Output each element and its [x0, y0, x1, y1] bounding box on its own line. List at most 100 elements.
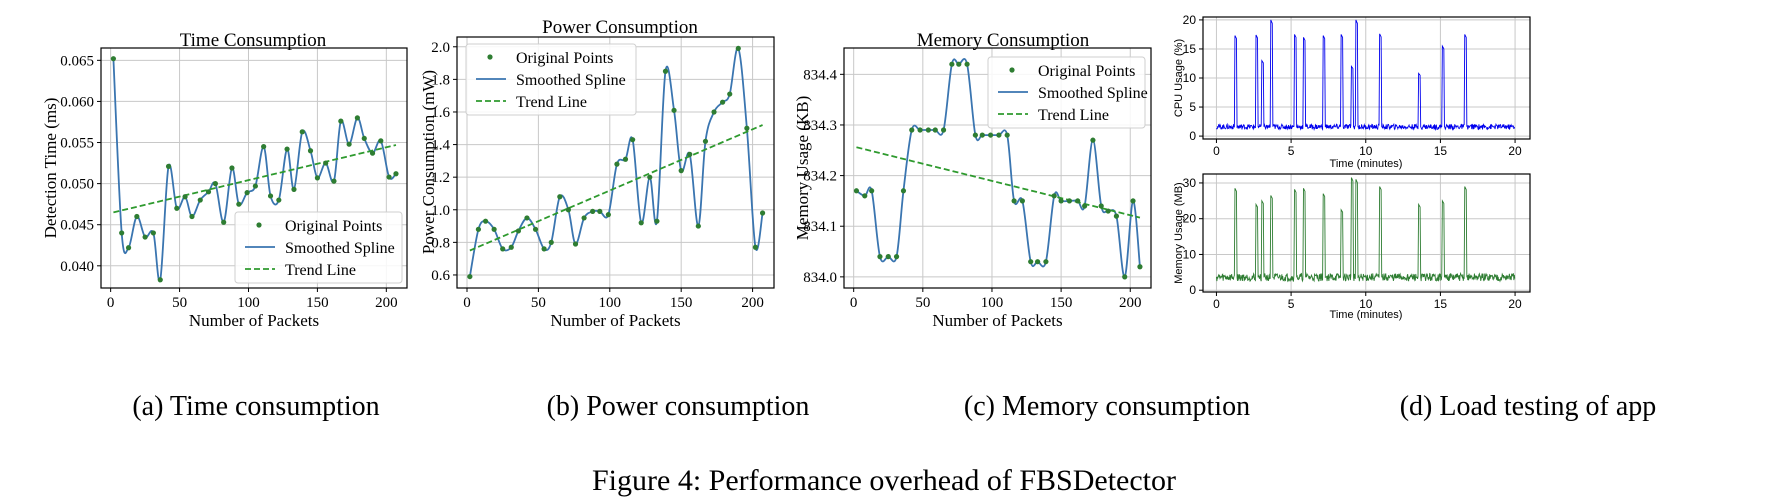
y-axis-label: CPU Usage (%) — [1173, 39, 1185, 117]
figure-caption: Figure 4: Performance overhead of FBSDet… — [592, 464, 1176, 497]
data-point — [165, 163, 172, 169]
y-tick-label: 20 — [1183, 13, 1197, 27]
data-point — [1113, 213, 1120, 219]
x-tick-label: 50 — [531, 295, 546, 311]
y-tick-label: 10 — [1183, 71, 1197, 85]
y-tick-label: 0 — [1189, 283, 1196, 297]
data-point — [972, 132, 978, 138]
data-point — [110, 56, 117, 62]
y-tick-label: 834.3 — [803, 118, 837, 134]
data-point — [482, 218, 489, 224]
data-point — [862, 193, 868, 199]
legend-label: Smoothed Spline — [285, 240, 395, 257]
y-tick-label: 834.1 — [803, 219, 837, 235]
x-tick-label: 100 — [981, 295, 1004, 311]
y-axis-label: Memory Usage (MB) — [1173, 182, 1185, 283]
data-point — [541, 246, 547, 252]
data-point — [393, 171, 399, 177]
x-tick-label: 20 — [1508, 144, 1522, 158]
data-point — [752, 244, 759, 250]
data-point — [323, 160, 329, 166]
y-tick-label: 0.6 — [431, 268, 450, 284]
x-axis-label: Number of Packets — [550, 311, 680, 330]
data-point — [491, 226, 497, 232]
data-point — [1122, 274, 1128, 280]
data-point — [182, 194, 188, 200]
data-point — [869, 188, 875, 194]
x-axis-label: Number of Packets — [189, 311, 319, 330]
data-point — [979, 132, 985, 138]
chart-title: Time Consumption — [180, 30, 327, 51]
x-tick-label: 200 — [1119, 295, 1142, 311]
caption-d: (d) Load testing of app — [1400, 391, 1657, 422]
usage-trace-line — [1215, 177, 1516, 283]
legend-label: Smoothed Spline — [516, 72, 626, 89]
data-point — [900, 188, 907, 194]
x-tick-label: 150 — [1050, 295, 1073, 311]
chart-title: Memory Consumption — [917, 30, 1090, 51]
data-point — [307, 148, 314, 154]
data-point — [917, 127, 923, 133]
data-point — [885, 254, 891, 260]
x-tick-label: 0 — [107, 295, 115, 311]
data-point — [605, 212, 611, 218]
data-point — [221, 219, 227, 225]
x-axis-label: Time (minutes) — [1330, 309, 1403, 321]
plot-frame — [1202, 173, 1531, 293]
data-point — [727, 91, 733, 97]
data-point — [877, 254, 883, 260]
data-point — [276, 197, 282, 203]
chart-memory-usage-load: 0 5 10 15 20 0 10 20 30 Time (minutes) Memory Usag… — [1173, 173, 1531, 321]
chart-memory-consumption: 0 50 100 150 200 834.0 834.1 834.2 834.3 834.4 Mem… — [793, 30, 1152, 330]
data-point — [1082, 203, 1088, 209]
y-axis-label: Memory Usage (KB) — [793, 96, 812, 240]
legend-box — [465, 43, 637, 116]
legend-swatch-points — [1009, 67, 1015, 73]
data-point — [346, 141, 352, 147]
y-tick-label: 20 — [1183, 212, 1197, 226]
legend-label: Trend Line — [1038, 107, 1109, 124]
data-point — [932, 127, 938, 133]
data-point — [1035, 259, 1041, 265]
data-point — [189, 213, 195, 220]
x-tick-label: 0 — [850, 295, 858, 311]
data-point — [964, 61, 970, 67]
data-point — [236, 201, 242, 207]
plot-frame — [843, 47, 1152, 289]
chart-title: Power Consumption — [542, 17, 698, 38]
data-point — [229, 165, 235, 171]
caption-b: (b) Power consumption — [547, 391, 810, 422]
x-tick-label: 0 — [1213, 144, 1220, 158]
x-tick-label: 200 — [741, 295, 764, 311]
legend-box — [234, 211, 403, 284]
legend-label: Trend Line — [516, 94, 587, 111]
trend-line — [113, 144, 397, 214]
chart-cpu-usage: 0 5 10 15 20 0 5 10 15 20 Time (minutes) CPU Usage … — [1173, 13, 1531, 170]
data-point — [369, 150, 376, 156]
data-point — [1098, 203, 1104, 209]
data-point — [630, 137, 636, 143]
x-axis-label: Number of Packets — [932, 311, 1062, 330]
data-point — [1075, 198, 1081, 204]
data-point — [361, 135, 367, 142]
data-point — [1043, 259, 1049, 265]
data-point — [647, 174, 653, 180]
plot-frame — [1202, 16, 1531, 140]
y-axis-label: Power Consumption (mW) — [419, 70, 438, 254]
data-point — [557, 194, 563, 200]
y-tick-label: 30 — [1183, 176, 1197, 190]
plot-frame — [456, 36, 775, 289]
data-point — [1090, 137, 1096, 143]
data-point — [532, 226, 539, 232]
data-point — [702, 138, 709, 144]
x-tick-label: 150 — [670, 295, 693, 311]
x-tick-label: 50 — [172, 295, 187, 311]
legend-label: Original Points — [1038, 63, 1135, 80]
y-tick-label: 1.8 — [431, 72, 450, 88]
legend-label: Smoothed Spline — [1038, 85, 1148, 102]
caption-a: (a) Time consumption — [132, 391, 379, 422]
data-point — [244, 190, 250, 196]
data-point — [354, 115, 360, 121]
data-point — [565, 207, 571, 213]
y-tick-label: 1.2 — [431, 170, 450, 186]
